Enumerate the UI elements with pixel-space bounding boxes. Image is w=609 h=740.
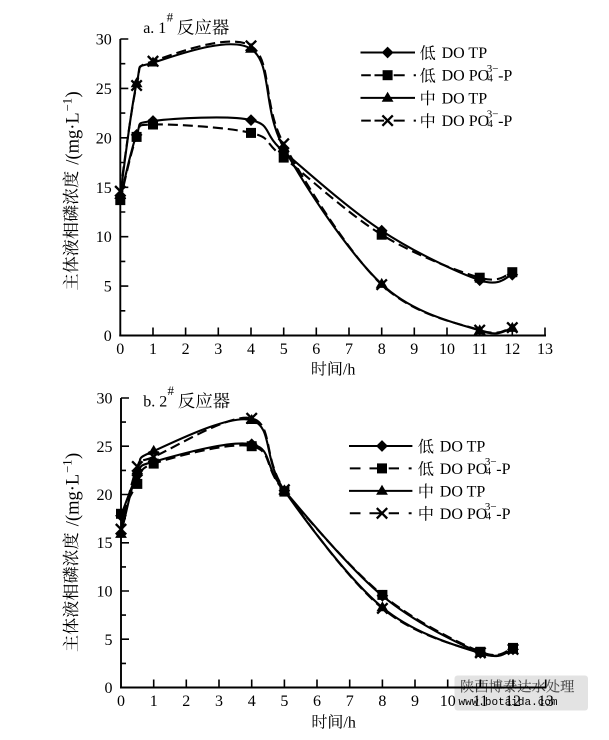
svg-text:11: 11 <box>473 693 488 710</box>
svg-text:4: 4 <box>486 466 492 478</box>
svg-text:1: 1 <box>150 693 158 710</box>
svg-text:25: 25 <box>96 81 112 98</box>
svg-text:1: 1 <box>149 341 157 358</box>
svg-text:DO TP: DO TP <box>442 90 488 107</box>
svg-text:5: 5 <box>280 693 288 710</box>
svg-text:9: 9 <box>410 341 418 358</box>
svg-text:25: 25 <box>97 439 113 456</box>
svg-text:9: 9 <box>411 693 419 710</box>
svg-text:2: 2 <box>182 341 190 358</box>
svg-text:30: 30 <box>97 391 113 408</box>
svg-text:4: 4 <box>247 341 255 358</box>
svg-text:/(mg·L: /(mg·L <box>64 474 84 531</box>
svg-text:4: 4 <box>486 511 492 523</box>
svg-text:a. 1: a. 1 <box>143 20 166 37</box>
svg-text:DO TP: DO TP <box>440 439 486 456</box>
svg-text:12: 12 <box>505 693 521 710</box>
svg-text:#: # <box>168 383 175 398</box>
svg-text:4: 4 <box>248 693 256 710</box>
svg-text:4: 4 <box>487 118 493 130</box>
svg-text:5: 5 <box>280 341 288 358</box>
svg-text:15: 15 <box>97 535 113 552</box>
svg-text:/(mg·L: /(mg·L <box>64 112 84 169</box>
svg-text:20: 20 <box>97 487 113 504</box>
svg-text:3−: 3− <box>487 108 499 120</box>
svg-text:0: 0 <box>104 328 112 345</box>
svg-text:DO PO: DO PO <box>442 68 490 85</box>
svg-text:5: 5 <box>104 279 112 296</box>
svg-text:/h: /h <box>343 362 355 379</box>
svg-text:30: 30 <box>96 32 112 49</box>
svg-text:4: 4 <box>487 73 493 85</box>
svg-text:3−: 3− <box>487 63 499 75</box>
svg-text:10: 10 <box>97 584 113 601</box>
svg-text:0: 0 <box>116 341 124 358</box>
svg-text:6: 6 <box>313 693 321 710</box>
svg-text:12: 12 <box>504 341 520 358</box>
svg-text:3−: 3− <box>485 456 497 468</box>
svg-text:b. 2: b. 2 <box>143 394 167 411</box>
svg-text:#: # <box>167 10 174 25</box>
svg-text:10: 10 <box>96 229 112 246</box>
svg-text:13: 13 <box>538 693 554 710</box>
svg-text:DO PO: DO PO <box>442 113 490 130</box>
svg-text:): ) <box>64 453 84 459</box>
svg-text:): ) <box>64 91 84 97</box>
svg-text:13: 13 <box>537 341 553 358</box>
svg-text:DO PO: DO PO <box>440 506 488 523</box>
svg-text:7: 7 <box>346 693 354 710</box>
svg-text:−1: −1 <box>61 98 75 111</box>
svg-text:-P: -P <box>496 506 510 523</box>
svg-text:5: 5 <box>105 632 113 649</box>
svg-text:www.botaida.com: www.botaida.com <box>459 697 558 709</box>
svg-text:0: 0 <box>105 680 113 697</box>
svg-text:20: 20 <box>96 130 112 147</box>
svg-text:10: 10 <box>440 693 456 710</box>
svg-text:/h: /h <box>343 715 355 732</box>
svg-text:DO TP: DO TP <box>440 483 486 500</box>
svg-text:-P: -P <box>498 113 512 130</box>
svg-text:6: 6 <box>312 341 320 358</box>
svg-text:8: 8 <box>378 341 386 358</box>
svg-text:15: 15 <box>96 180 112 197</box>
svg-text:-P: -P <box>496 461 510 478</box>
svg-text:7: 7 <box>345 341 353 358</box>
svg-text:2: 2 <box>182 693 190 710</box>
svg-text:−1: −1 <box>61 459 75 472</box>
svg-text:DO PO: DO PO <box>440 461 488 478</box>
svg-text:DO TP: DO TP <box>442 45 488 62</box>
svg-text:-P: -P <box>498 68 512 85</box>
svg-text:3: 3 <box>215 693 223 710</box>
svg-text:3: 3 <box>214 341 222 358</box>
svg-text:11: 11 <box>472 341 487 358</box>
svg-text:0: 0 <box>117 693 125 710</box>
svg-text:8: 8 <box>378 693 386 710</box>
svg-text:10: 10 <box>439 341 455 358</box>
svg-text:3−: 3− <box>485 501 497 513</box>
